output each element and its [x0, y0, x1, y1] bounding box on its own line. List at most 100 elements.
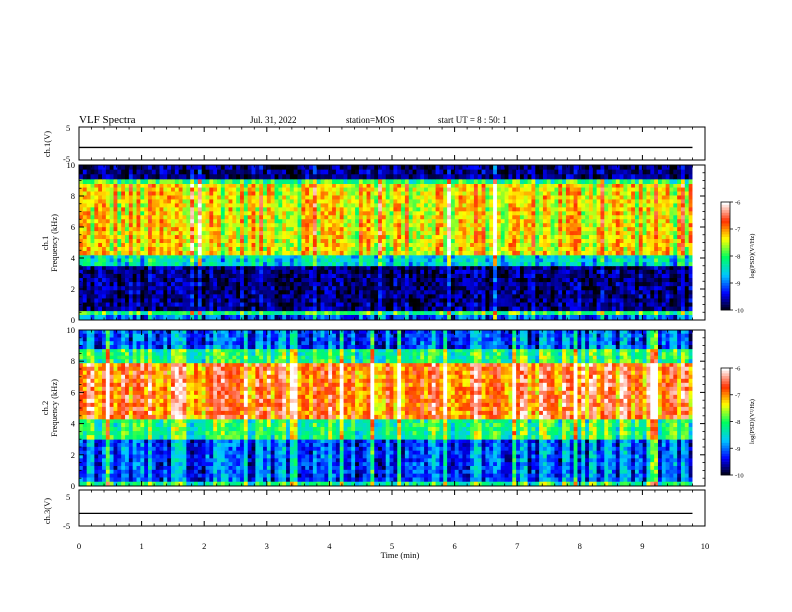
ch1-spectrogram-cell [362, 286, 367, 291]
ch1-spectrogram-cell [316, 215, 321, 220]
ch1-spectrogram-cell [309, 273, 314, 279]
ch1-spectrogram-cell [608, 211, 613, 216]
ch1-spectrogram-cell [638, 254, 644, 259]
ch1-spectrogram-cell [416, 235, 421, 240]
ch1-spectrogram-cell [343, 191, 348, 196]
ch1-spectrogram-cell [293, 223, 298, 228]
ch1-spectrogram-cell [634, 223, 640, 228]
ch1-spectrogram-cell [642, 294, 647, 299]
ch1-spectrogram-cell [481, 227, 486, 232]
ch1-spectrogram-cell [397, 203, 402, 208]
ch1-spectrogram-cell [562, 290, 567, 295]
ch1-spectrogram-cell [174, 262, 180, 267]
ch1-spectrogram-cell [565, 199, 571, 204]
ch1-spectrogram-cell [470, 195, 475, 200]
ch1-spectrogram-cell [378, 314, 383, 321]
ch1-spectrogram-cell [148, 273, 153, 279]
ch1-spectrogram-cell [105, 265, 111, 271]
ch1-spectrogram-cell [404, 273, 410, 279]
ch1-spectrogram-cell [558, 265, 563, 271]
ch1-spectrogram-cell [539, 231, 544, 236]
ch1-spectrogram-cell [623, 265, 628, 271]
ch1-spectrogram-cell [638, 219, 644, 224]
ch1-spectrogram-cell [684, 239, 690, 244]
ch1-spectrogram-cell [404, 219, 410, 224]
ch1-spectrogram-cell [435, 273, 440, 279]
ch1-spectrogram-cell [109, 183, 114, 188]
ch1-spectrogram-cell [527, 207, 532, 212]
ch1-spectrogram-cell [389, 265, 394, 271]
ch1-spectrogram-cell [332, 207, 337, 212]
ch1-spectrogram-cell [439, 254, 444, 259]
ch1-spectrogram-cell [546, 207, 552, 212]
ch1-spectrogram-cell [213, 207, 218, 212]
ch1-spectrogram-cell [427, 187, 433, 192]
ch1-spectrogram-cell [220, 298, 226, 303]
ch1-spectrogram-cell [585, 286, 590, 291]
ch1-spectrogram-cell [642, 302, 647, 308]
ch1-spectrogram-cell [623, 286, 628, 291]
ch1-spectrogram-cell [159, 265, 164, 271]
ch1-spectrogram-cell [542, 310, 548, 315]
ch1-spectrogram-cell [539, 203, 544, 208]
ch1-spectrogram-cell [125, 207, 130, 212]
ch1-spectrogram-cell [220, 269, 226, 275]
ch1-spectrogram-cell [454, 294, 459, 299]
ch1-spectrogram-cell [500, 227, 505, 232]
ch1-spectrogram-cell [316, 290, 321, 295]
ch1-spectrogram-cell [205, 239, 210, 244]
ch1-spectrogram-cell [431, 269, 436, 275]
ch1-spectrogram-cell [397, 290, 402, 295]
ch1-spectrogram-cell [496, 269, 502, 275]
ch1-spectrogram-cell [370, 191, 375, 196]
ch1-spectrogram-cell [312, 306, 318, 312]
ch1-spectrogram-cell [255, 207, 260, 212]
ch1-spectrogram-cell [573, 302, 578, 308]
ch1-spectrogram-cell [128, 302, 134, 308]
ch1-spectrogram-cell [320, 298, 325, 303]
ch1-spectrogram-cell [581, 207, 586, 212]
ch1-spectrogram-cell [178, 231, 183, 236]
ch1-spectrogram-cell [615, 231, 621, 236]
ch1-spectrogram-cell [542, 187, 548, 192]
ch1-spectrogram-cell [224, 306, 229, 312]
ch1-spectrogram-cell [117, 269, 122, 275]
ch1-spectrogram-cell [623, 290, 628, 295]
ch1-spectrogram-cell [335, 215, 341, 220]
ch1-spectrogram-cell [255, 215, 260, 220]
ch1-spectrogram-cell [351, 314, 356, 321]
ch1-spectrogram-cell [228, 265, 233, 271]
ch1-spectrogram-cell [220, 187, 226, 192]
ch1-spectrogram-cell [439, 195, 444, 200]
ch1-spectrogram-cell [270, 191, 275, 196]
ch1-spectrogram-cell [144, 191, 149, 196]
ch1-spectrogram-cell [516, 265, 521, 271]
ch1-spectrogram-cell [458, 294, 463, 299]
ch1-spectrogram-cell [588, 294, 594, 299]
ch1-spectrogram-cell [251, 231, 256, 236]
ch1-spectrogram-cell [592, 183, 598, 188]
ch1-spectrogram-cell [274, 273, 279, 279]
ch1-spectrogram-cell [82, 258, 88, 263]
ch1-spectrogram-cell [519, 286, 525, 291]
ch1-spectrogram-cell [289, 262, 295, 267]
ch1-spectrogram-cell [450, 290, 456, 295]
ch1-spectrogram-cell [228, 211, 233, 216]
ch1-spectrogram-cell [420, 215, 425, 220]
ch1-spectrogram-cell [623, 294, 628, 299]
ch1-spectrogram-cell [677, 199, 682, 204]
ch1-spectrogram-cell [266, 211, 272, 216]
ch1-spectrogram-cell [435, 183, 440, 188]
ch1-spectrogram-cell [128, 314, 134, 321]
ch1-spectrogram-cell [527, 314, 532, 321]
ch1-spectrogram-cell [155, 314, 160, 321]
ch1-spectrogram-cell [213, 231, 218, 236]
ch1-spectrogram-cell [424, 262, 429, 267]
ch1-spectrogram-cell [504, 203, 509, 208]
ch1-spectrogram-cell [232, 298, 237, 303]
ch1-spectrogram-cell [339, 273, 344, 279]
ch1-spectrogram-cell [90, 195, 95, 200]
ch1-spectrogram-cell [217, 191, 222, 196]
ch1-spectrogram-cell [623, 191, 628, 196]
ch1-spectrogram-cell [585, 215, 590, 220]
